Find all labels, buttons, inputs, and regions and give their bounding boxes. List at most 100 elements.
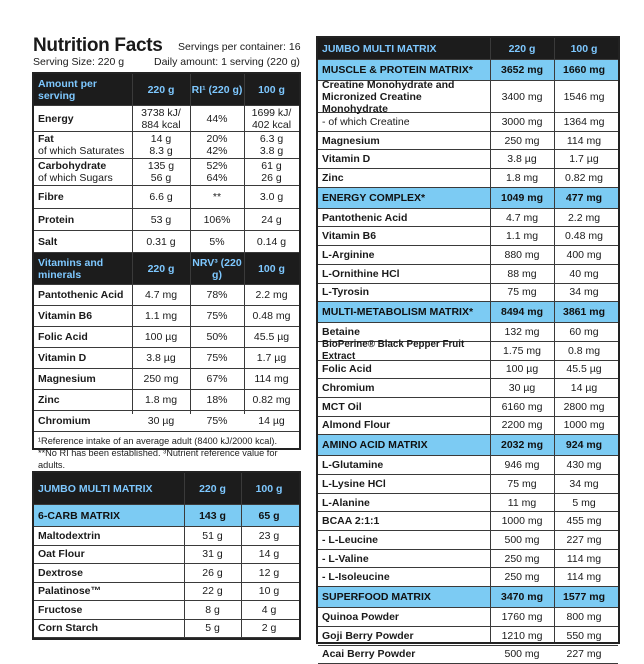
value-220g: 250 mg	[132, 373, 190, 385]
value-ri: 52% 64%	[190, 160, 244, 184]
section-cell: 65 g	[241, 510, 297, 522]
value-220g: 880 mg	[490, 249, 554, 261]
value-220g: 1.1 mg	[490, 230, 554, 242]
column-divider	[190, 74, 191, 414]
value-100g: 14 µg	[244, 415, 299, 427]
value-100g: 1000 mg	[554, 419, 614, 431]
value-220g: 6.6 g	[132, 191, 190, 203]
value-100g: 0.8 mg	[554, 345, 614, 357]
section-cell: 3861 mg	[554, 306, 614, 318]
section-cell: AMINO ACID MATRIX	[318, 439, 490, 451]
ingredient-name: Betaine	[318, 326, 490, 338]
value-220g: 132 mg	[490, 326, 554, 338]
ingredient-name: Chromium	[318, 382, 490, 394]
value-220g: 8 g	[184, 604, 241, 616]
header-cell: 100 g	[244, 84, 299, 96]
vitamin-name: Zinc	[34, 394, 132, 406]
nutrition-facts-title: Nutrition Facts	[33, 35, 163, 57]
value-220g: 31 g	[184, 548, 241, 560]
header-cell: 220 g	[132, 263, 190, 275]
value-220g: 1.1 mg	[132, 310, 190, 322]
value-220g: 6160 mg	[490, 401, 554, 413]
value-100g: 1.7 µg	[244, 352, 299, 364]
ingredient-name: L-Glutamine	[318, 459, 490, 471]
nutrient-name: Energy	[34, 113, 132, 125]
section-cell: 2032 mg	[490, 439, 554, 451]
value-220g: 4.7 mg	[132, 289, 190, 301]
value-220g: 3.8 µg	[132, 352, 190, 364]
nutrient-name: Fibre	[34, 191, 132, 203]
value-220g: 1.8 mg	[132, 394, 190, 406]
value-220g: 3.8 µg	[490, 153, 554, 165]
value-220g: 3400 mg	[490, 91, 554, 103]
value-100g: 5 mg	[554, 497, 614, 509]
servings-per-container: Servings per container: 16	[178, 41, 301, 53]
ingredient-name: Oat Flour	[34, 548, 184, 560]
section-cell: SUPERFOOD MATRIX	[318, 591, 490, 603]
ingredient-name: Acai Berry Powder	[318, 648, 490, 660]
value-220g: 14 g 8.3 g	[132, 133, 190, 157]
value-100g: 0.82 mg	[554, 172, 614, 184]
ingredient-name: Palatinose™	[34, 585, 184, 597]
value-100g: 1.7 µg	[554, 153, 614, 165]
value-100g: 227 mg	[554, 648, 614, 660]
value-100g: 400 mg	[554, 249, 614, 261]
ingredient-name: MCT Oil	[318, 401, 490, 413]
value-220g: 88 mg	[490, 268, 554, 280]
value-220g: 11 mg	[490, 497, 554, 509]
value-100g: 1364 mg	[554, 116, 614, 128]
header-cell: 220 g	[490, 43, 554, 55]
vitamin-name: Vitamin B6	[34, 310, 132, 322]
nutrient-name: Salt	[34, 236, 132, 248]
value-100g: 14 g	[241, 548, 297, 560]
value-100g: 14 µg	[554, 382, 614, 394]
value-100g: 34 mg	[554, 286, 614, 298]
value-100g: 3.0 g	[244, 191, 299, 203]
value-nrv: 75%	[190, 352, 244, 364]
ingredient-name: Vitamin B6	[318, 230, 490, 242]
ingredient-name: Goji Berry Powder	[318, 630, 490, 642]
value-100g: 1699 kJ/ 402 kcal	[244, 107, 299, 131]
vitamin-name: Pantothenic Acid	[34, 289, 132, 301]
header-cell: 100 g	[554, 43, 614, 55]
header-cell: 220 g	[184, 483, 241, 495]
section-cell: 8494 mg	[490, 306, 554, 318]
value-100g: 2 g	[241, 622, 297, 634]
column-divider	[490, 38, 491, 642]
value-100g: 550 mg	[554, 630, 614, 642]
value-100g: 1546 mg	[554, 91, 614, 103]
value-100g: 60 mg	[554, 326, 614, 338]
section-cell: ENERGY COMPLEX*	[318, 192, 490, 204]
value-220g: 250 mg	[490, 135, 554, 147]
value-220g: 100 µg	[490, 363, 554, 375]
value-220g: 1.8 mg	[490, 172, 554, 184]
value-100g: 0.48 mg	[244, 310, 299, 322]
value-100g: 61 g 26 g	[244, 160, 299, 184]
ingredient-name: L-Alanine	[318, 497, 490, 509]
value-100g: 4 g	[241, 604, 297, 616]
section-cell: 477 mg	[554, 192, 614, 204]
header-cell: 100 g	[241, 483, 297, 495]
ingredient-row: Creatine Monohydrate and Micronized Crea…	[318, 81, 618, 113]
value-220g: 22 g	[184, 585, 241, 597]
